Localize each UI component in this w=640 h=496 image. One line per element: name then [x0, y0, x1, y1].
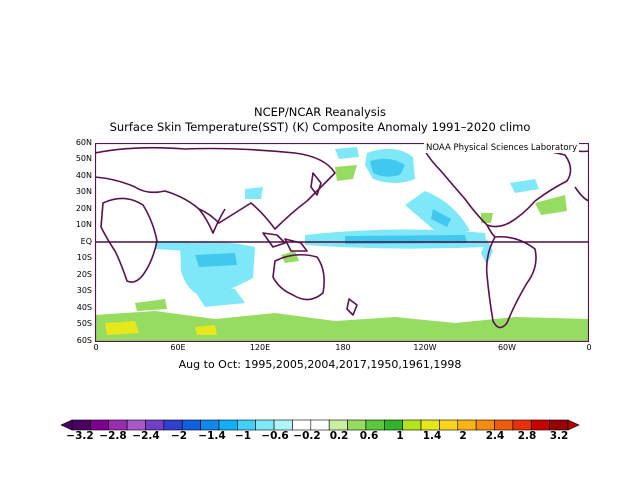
colorbar — [60, 419, 580, 431]
lon-label: 60E — [170, 343, 186, 352]
lat-label: 10N — [75, 220, 92, 229]
lon-label: 120E — [249, 343, 271, 352]
colorbar-label: 0.2 — [329, 430, 349, 442]
colorbar-label: −2.4 — [132, 430, 160, 442]
colorbar-label: −0.6 — [261, 430, 289, 442]
colorbar-label: 3.2 — [549, 430, 569, 442]
lat-label: 30S — [76, 286, 92, 295]
colorbar-label: −3.2 — [66, 430, 94, 442]
lon-label: 0 — [93, 343, 99, 352]
colorbar-label: −1 — [234, 430, 252, 442]
credit-label: NOAA Physical Sciences Laboratory — [424, 143, 580, 153]
colorbar-swatch — [255, 419, 275, 431]
composite-period-label: Aug to Oct: 1995,2005,2004,2017,1950,196… — [178, 358, 462, 371]
colorbar-swatch — [145, 419, 165, 431]
lat-label: 20N — [75, 204, 92, 213]
lon-label: 120W — [413, 343, 437, 352]
colorbar-swatch — [108, 419, 128, 431]
colorbar-swatch — [181, 419, 201, 431]
lat-label: 60N — [75, 138, 92, 147]
colorbar-label: −1.4 — [198, 430, 226, 442]
colorbar-swatch — [420, 419, 440, 431]
warm-anomaly-regions — [95, 165, 589, 342]
colorbar-swatch — [163, 419, 183, 431]
colorbar-swatch — [237, 419, 257, 431]
colorbar-label: 0.6 — [359, 430, 379, 442]
lat-label: 50N — [75, 154, 92, 163]
map-title: NCEP/NCAR Reanalysis — [254, 105, 386, 119]
colorbar-swatch — [383, 419, 403, 431]
colorbar-left-arrow — [60, 419, 73, 431]
colorbar-swatch — [494, 419, 514, 431]
map-subtitle: Surface Skin Temperature(SST) (K) Compos… — [109, 120, 531, 134]
colorbar-label: 1.4 — [422, 430, 442, 442]
lat-label: EQ — [80, 237, 92, 246]
colorbar-swatch — [512, 419, 532, 431]
colorbar-label: −2.8 — [99, 430, 127, 442]
colorbar-label: 2.4 — [485, 430, 505, 442]
colorbar-swatch — [218, 419, 238, 431]
colorbar-swatch — [402, 419, 422, 431]
colorbar-right-arrow — [567, 419, 580, 431]
lat-label: 40N — [75, 171, 92, 180]
colorbar-swatch — [273, 419, 293, 431]
sst-anomaly-map — [95, 143, 589, 342]
colorbar-label: 2.8 — [517, 430, 537, 442]
colorbar-label: 2 — [459, 430, 467, 442]
colorbar-swatch — [328, 419, 348, 431]
colorbar-swatch — [530, 419, 550, 431]
colorbar-label: 1 — [396, 430, 404, 442]
colorbar-swatch — [90, 419, 110, 431]
lat-label: 10S — [76, 253, 92, 262]
warm-anomaly-yellow — [105, 321, 217, 335]
colorbar-label: −2 — [170, 430, 188, 442]
lat-label: 40S — [76, 303, 92, 312]
lon-label: 180 — [335, 343, 351, 352]
colorbar-swatch — [457, 419, 477, 431]
colorbar-swatch — [292, 419, 312, 431]
colorbar-swatch — [347, 419, 367, 431]
colorbar-swatch — [475, 419, 495, 431]
colorbar-swatch — [71, 419, 91, 431]
lat-label: 60S — [76, 336, 92, 345]
map-frame — [95, 143, 589, 342]
colorbar-swatch — [126, 419, 146, 431]
lon-label: 60W — [497, 343, 517, 352]
colorbar-swatch — [200, 419, 220, 431]
lat-label: 20S — [76, 270, 92, 279]
lat-label: 30N — [75, 187, 92, 196]
lat-label: 50S — [76, 319, 92, 328]
colorbar-swatch — [439, 419, 459, 431]
colorbar-swatch — [310, 419, 330, 431]
colorbar-swatch — [549, 419, 569, 431]
colorbar-swatch — [365, 419, 385, 431]
colorbar-label: −0.2 — [293, 430, 321, 442]
lon-label: 0 — [586, 343, 592, 352]
